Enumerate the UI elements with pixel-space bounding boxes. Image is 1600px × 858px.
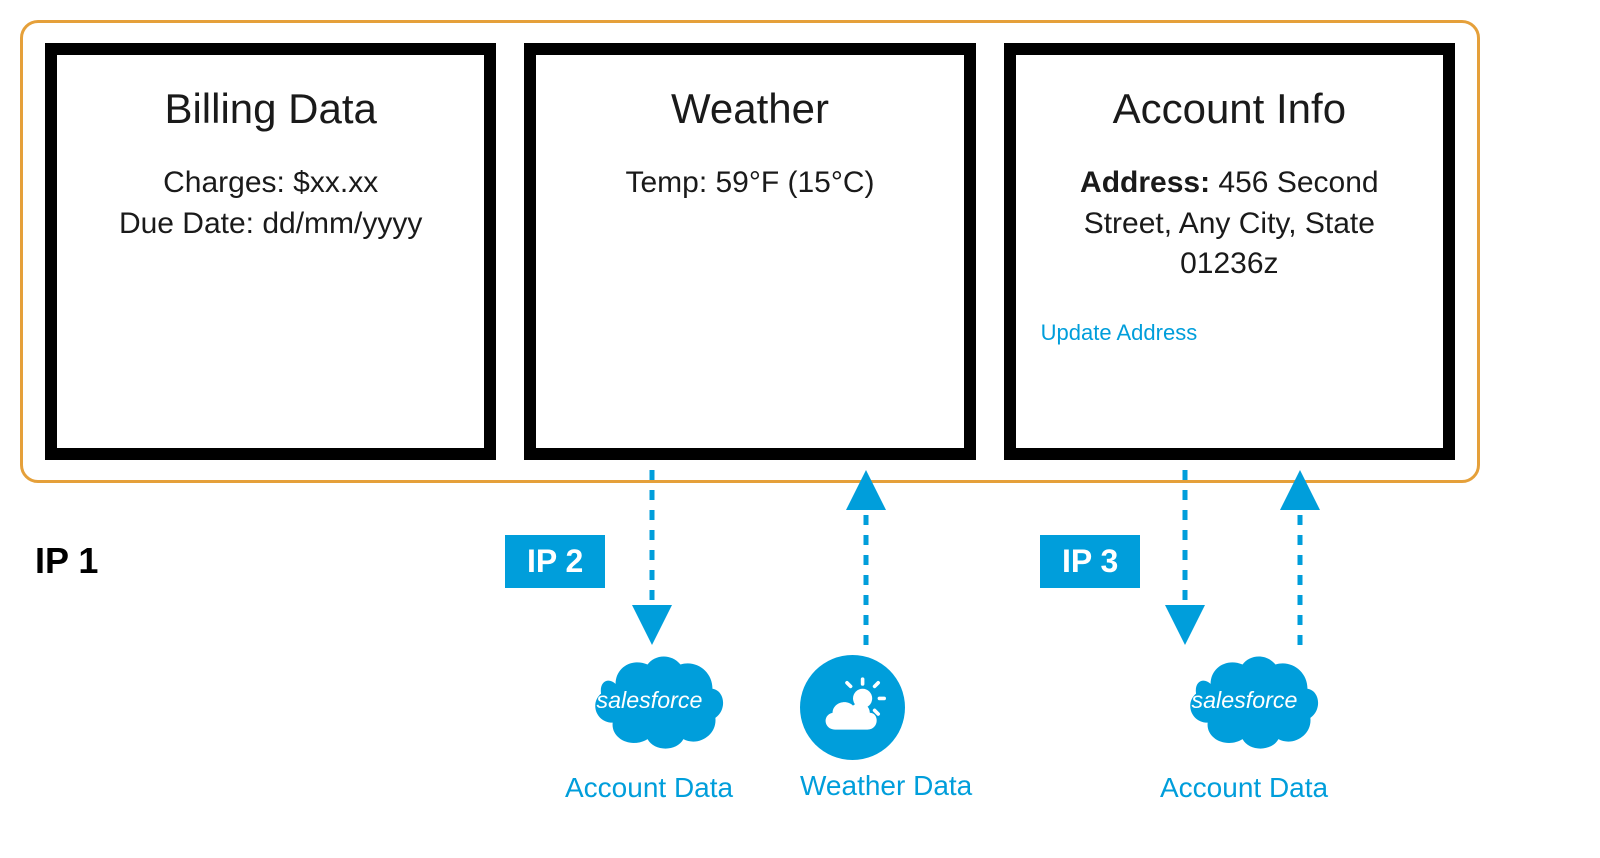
account-body: Address: 456 Second Street, Any City, St…	[1041, 163, 1418, 285]
svg-text:salesforce: salesforce	[596, 687, 702, 713]
svg-text:salesforce: salesforce	[1191, 687, 1297, 713]
weather-card: Weather Temp: 59°F (15°C)	[524, 43, 975, 460]
weather-title: Weather	[671, 85, 829, 133]
ip2-badge: IP 2	[505, 535, 605, 588]
address-label: Address:	[1080, 166, 1210, 199]
update-address-link[interactable]: Update Address	[1041, 320, 1418, 346]
billing-body: Charges: $xx.xx Due Date: dd/mm/yyyy	[119, 163, 422, 244]
billing-due: Due Date: dd/mm/yyyy	[119, 204, 422, 245]
salesforce-cloud-icon: salesforce	[572, 650, 727, 757]
salesforce-source-2: salesforce Account Data	[1160, 650, 1328, 804]
billing-charges: Charges: $xx.xx	[119, 163, 422, 204]
ip1-label: IP 1	[35, 540, 98, 582]
weather-temp: Temp: 59°F (15°C)	[625, 163, 874, 204]
account-data-label-2: Account Data	[1160, 772, 1328, 804]
weather-source: Weather Data	[800, 655, 972, 802]
billing-title: Billing Data	[164, 85, 376, 133]
account-title: Account Info	[1113, 85, 1346, 133]
salesforce-source-1: salesforce Account Data	[565, 650, 733, 804]
sun-cloud-icon	[817, 672, 889, 744]
ip1-container: Billing Data Charges: $xx.xx Due Date: d…	[20, 20, 1480, 483]
weather-circle-icon	[800, 655, 905, 760]
salesforce-cloud-icon: salesforce	[1167, 650, 1322, 757]
weather-body: Temp: 59°F (15°C)	[625, 163, 874, 204]
billing-card: Billing Data Charges: $xx.xx Due Date: d…	[45, 43, 496, 460]
weather-data-label: Weather Data	[800, 770, 972, 802]
account-card: Account Info Address: 456 Second Street,…	[1004, 43, 1455, 460]
account-data-label-1: Account Data	[565, 772, 733, 804]
ip3-badge: IP 3	[1040, 535, 1140, 588]
